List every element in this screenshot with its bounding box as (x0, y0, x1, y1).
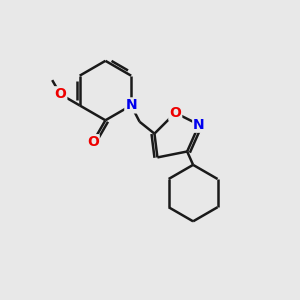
Text: O: O (87, 135, 99, 149)
Text: N: N (193, 118, 205, 132)
Text: O: O (169, 106, 181, 120)
Text: N: N (125, 98, 137, 112)
Text: O: O (54, 87, 66, 101)
